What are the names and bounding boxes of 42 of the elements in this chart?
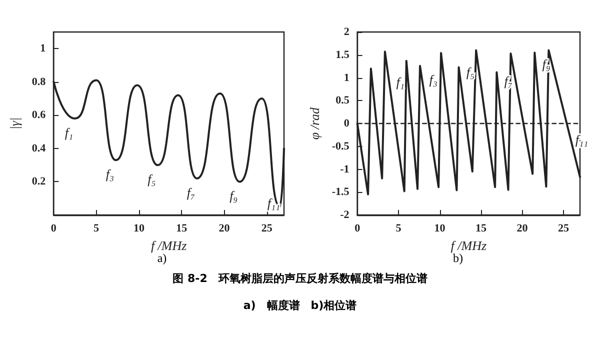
annotation: f₁ [64,125,74,140]
x-tick-label: 25 [558,222,570,234]
y-tick-label: 0.6 [32,109,46,122]
text: a) 幅度谱 b)相位谱 [242,298,358,313]
y-tick-label: 2 [344,26,350,38]
annotation: f₃ [106,166,114,182]
x-tick-label: 25 [261,222,273,234]
y-axis-title: |γ| [7,117,22,130]
text: b) [453,251,464,266]
y-tick-label: 0.8 [32,76,46,88]
y-tick-label: -1 [340,163,350,176]
y-tick-label: 1 [344,72,350,84]
x-tick-label: 0 [50,222,57,234]
y-tick-label: 1 [40,42,46,55]
x-tick-label: 10 [133,222,145,234]
y-tick-label: 0 [344,118,350,130]
y-tick-label: 0.4 [32,142,46,154]
y-tick-label: -0.5 [332,140,350,152]
y-tick-label: 1.5 [336,48,350,61]
x-axis-title: f /MHz [450,238,487,253]
x-tick-label: 5 [94,222,100,234]
annotation: f₁ [396,74,404,90]
annotation: f₇ [186,184,196,200]
x-tick-label: 10 [434,222,446,234]
y-axis-title: φ /rad [307,106,322,140]
x-tick-label: 15 [476,222,488,234]
annotation: f₅ [148,172,156,187]
y-tick-label: 0.5 [336,94,350,107]
text: 图 8-2 环氧树脂层的声压反射系数幅度谱与相位谱 [172,271,428,286]
annotation: f₉ [230,188,238,204]
x-tick-label: 0 [354,222,361,234]
x-axis-title: f /MHz [150,238,187,253]
x-tick-label: 5 [396,222,402,234]
text: a) [156,251,168,266]
y-tick-label: -2 [340,209,350,221]
annotation: f₃ [429,72,438,87]
x-tick-label: 20 [516,222,528,234]
x-tick-label: 20 [218,222,230,234]
annotation: f₅ [466,64,474,80]
y-tick-label: -1.5 [332,186,350,198]
x-tick-label: 15 [176,222,188,234]
y-tick-label: 0.2 [32,176,46,188]
